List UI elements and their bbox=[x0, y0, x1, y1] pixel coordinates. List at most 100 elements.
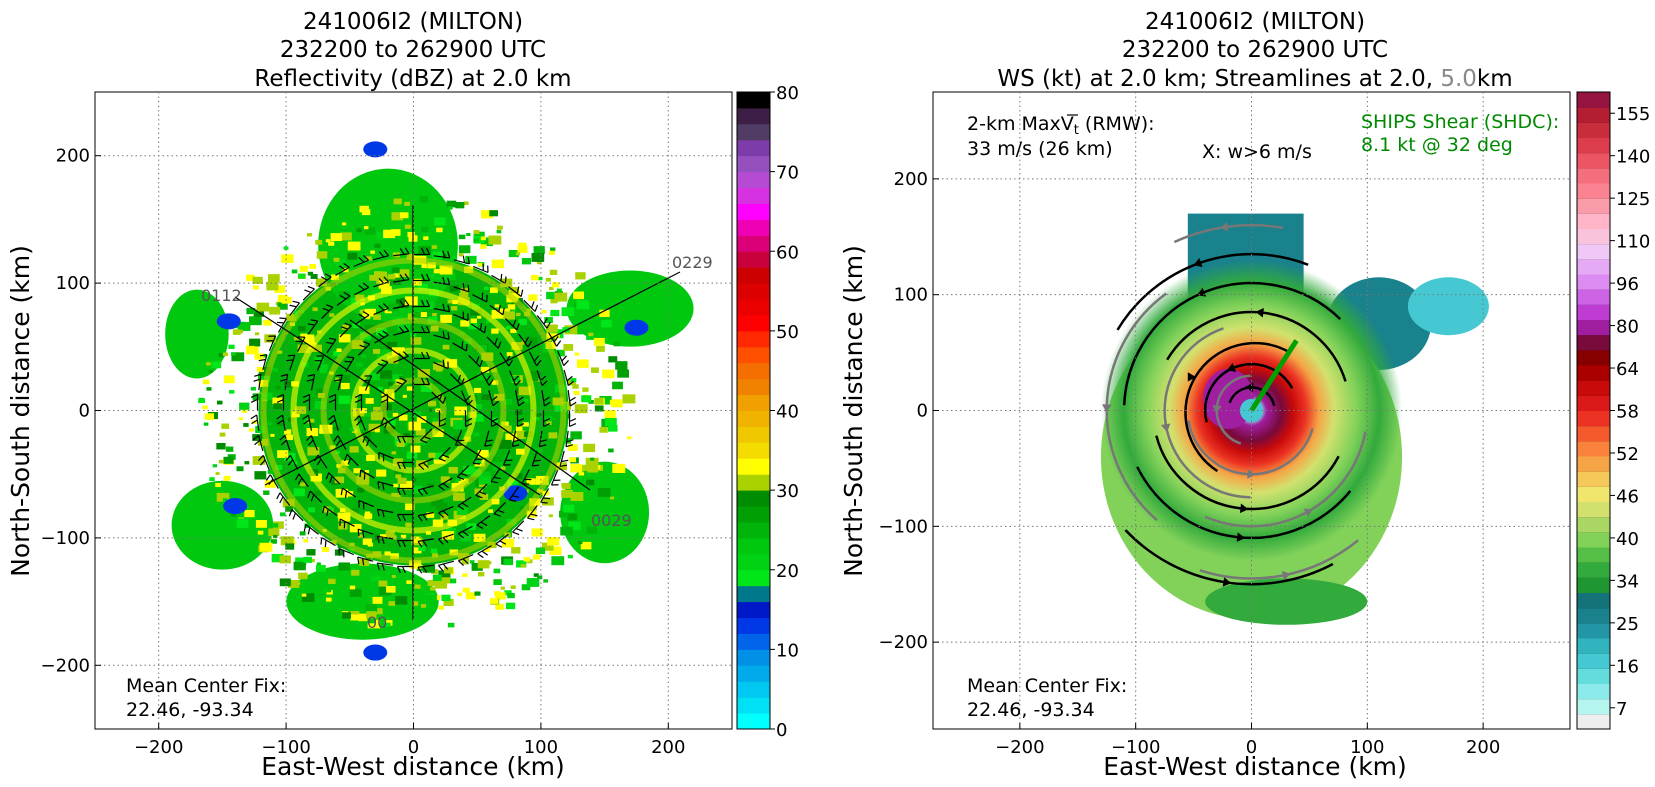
reflectivity-pixel bbox=[397, 477, 407, 485]
reflectivity-pixel bbox=[622, 394, 636, 404]
reflectivity-pixel bbox=[399, 414, 408, 421]
left-colorbar-bin bbox=[737, 219, 770, 236]
reflectivity-pixel bbox=[358, 424, 367, 430]
wind-barb bbox=[376, 508, 394, 518]
reflectivity-pixel bbox=[269, 306, 281, 315]
reflectivity-pixel bbox=[493, 568, 501, 574]
reflectivity-edge bbox=[503, 485, 528, 502]
streamline bbox=[1124, 529, 1334, 586]
reflectivity-pixel bbox=[415, 460, 428, 469]
wind-barb bbox=[376, 359, 389, 375]
reflectivity-edge bbox=[363, 644, 388, 661]
reflectivity-pixel bbox=[221, 423, 230, 429]
reflectivity-pixel bbox=[568, 521, 581, 531]
reflectivity-pixel bbox=[479, 471, 491, 480]
wind-barb bbox=[548, 332, 562, 347]
reflectivity-pixel bbox=[232, 329, 241, 335]
reflectivity-pixel bbox=[521, 258, 532, 265]
reflectivity-pixel bbox=[322, 506, 332, 513]
right-colorbar-tick-label: 7 bbox=[1616, 699, 1627, 720]
reflectivity-pixel bbox=[365, 604, 378, 613]
reflectivity-pixel bbox=[526, 484, 531, 488]
reflectivity-pixel bbox=[329, 313, 335, 317]
reflectivity-pixel bbox=[307, 271, 314, 276]
reflectivity-pixel bbox=[427, 262, 436, 269]
right-title-prefix: WS (kt) at 2.0 km; Streamlines at 2.0, bbox=[997, 66, 1440, 92]
wind-barb bbox=[374, 330, 389, 344]
reflectivity-pixel bbox=[301, 593, 315, 602]
reflectivity-pixel bbox=[340, 382, 350, 390]
wind-barb bbox=[325, 472, 341, 485]
right-title-suffix: km bbox=[1477, 66, 1513, 92]
reflectivity-pixel bbox=[216, 443, 226, 450]
reflectivity-pixel bbox=[219, 432, 226, 437]
reflectivity-pixel bbox=[319, 428, 326, 434]
wind-barb bbox=[358, 499, 374, 510]
reflectivity-pixel bbox=[607, 424, 618, 432]
reflectivity-pixel bbox=[562, 327, 570, 333]
reflectivity-pixel bbox=[492, 462, 505, 471]
reflectivity-pixel bbox=[315, 388, 326, 396]
reflectivity-pixel bbox=[470, 318, 477, 323]
reflectivity-pixel bbox=[388, 276, 401, 286]
right-colorbar-tick-label: 125 bbox=[1616, 189, 1650, 210]
reflectivity-pixel bbox=[570, 444, 576, 448]
reflectivity-pixel bbox=[206, 362, 211, 366]
reflectivity-pixel bbox=[442, 344, 450, 350]
right-colorbar-bin bbox=[1577, 213, 1610, 229]
reflectivity-pixel bbox=[522, 422, 529, 427]
reflectivity-pixel bbox=[309, 264, 317, 269]
reflectivity-pixel bbox=[481, 394, 490, 401]
reflectivity-pixel bbox=[548, 432, 558, 439]
reflectivity-pixel bbox=[335, 450, 340, 454]
shear-label: SHIPS Shear (SHDC): bbox=[1361, 111, 1559, 133]
reflectivity-pixel bbox=[477, 262, 483, 267]
reflectivity-pixel bbox=[440, 514, 449, 520]
reflectivity-pixel bbox=[506, 352, 513, 357]
reflectivity-pixel bbox=[443, 598, 454, 606]
reflectivity-pixel bbox=[321, 223, 327, 228]
reflectivity-pixel bbox=[411, 485, 423, 494]
reflectivity-pixel bbox=[516, 560, 527, 568]
reflectivity-pixel bbox=[402, 394, 407, 398]
reflectivity-pixel bbox=[627, 436, 632, 440]
wind-field-green-south bbox=[1205, 578, 1368, 625]
reflectivity-pixel bbox=[338, 375, 351, 384]
reflectivity-pixel bbox=[481, 210, 493, 219]
reflectivity-pixel bbox=[378, 280, 390, 289]
reflectivity-pixel bbox=[211, 361, 222, 369]
reflectivity-pixel bbox=[594, 397, 604, 405]
reflectivity-pixel bbox=[544, 317, 553, 324]
reflectivity-pixel bbox=[546, 324, 558, 333]
reflectivity-pixel bbox=[468, 323, 478, 330]
wind-barb bbox=[354, 282, 370, 296]
reflectivity-pixel bbox=[477, 373, 488, 381]
reflectivity-pixel bbox=[256, 366, 265, 372]
reflectivity-pixel bbox=[283, 246, 289, 250]
reflectivity-pixel bbox=[546, 421, 552, 425]
streamline-arrow bbox=[1212, 404, 1222, 414]
reflectivity-pixel bbox=[249, 345, 255, 350]
reflectivity-pixel bbox=[548, 250, 555, 255]
reflectivity-pixel bbox=[350, 611, 360, 618]
reflectivity-pixel bbox=[379, 370, 392, 379]
reflectivity-pixel bbox=[470, 307, 481, 316]
reflectivity-pixel bbox=[478, 475, 492, 485]
reflectivity-pixel bbox=[421, 264, 427, 269]
reflectivity-pixel bbox=[418, 246, 431, 255]
reflectivity-pixel bbox=[578, 471, 585, 476]
reflectivity-pixel bbox=[374, 243, 381, 249]
left-colorbar-bin bbox=[737, 139, 770, 157]
reflectivity-pixel bbox=[432, 313, 437, 317]
reflectivity-pixel bbox=[340, 460, 349, 466]
reflectivity-pixel bbox=[500, 586, 505, 590]
reflectivity-pixel bbox=[381, 361, 386, 364]
reflectivity-pixel bbox=[615, 361, 628, 370]
reflectivity-pixel bbox=[367, 619, 381, 629]
reflectivity-pixel bbox=[474, 403, 483, 410]
reflectivity-pixel bbox=[393, 273, 400, 278]
wind-barb bbox=[457, 525, 473, 539]
wind-barb bbox=[340, 487, 357, 498]
reflectivity-pixel bbox=[505, 602, 516, 610]
reflectivity-pixel bbox=[390, 229, 401, 236]
